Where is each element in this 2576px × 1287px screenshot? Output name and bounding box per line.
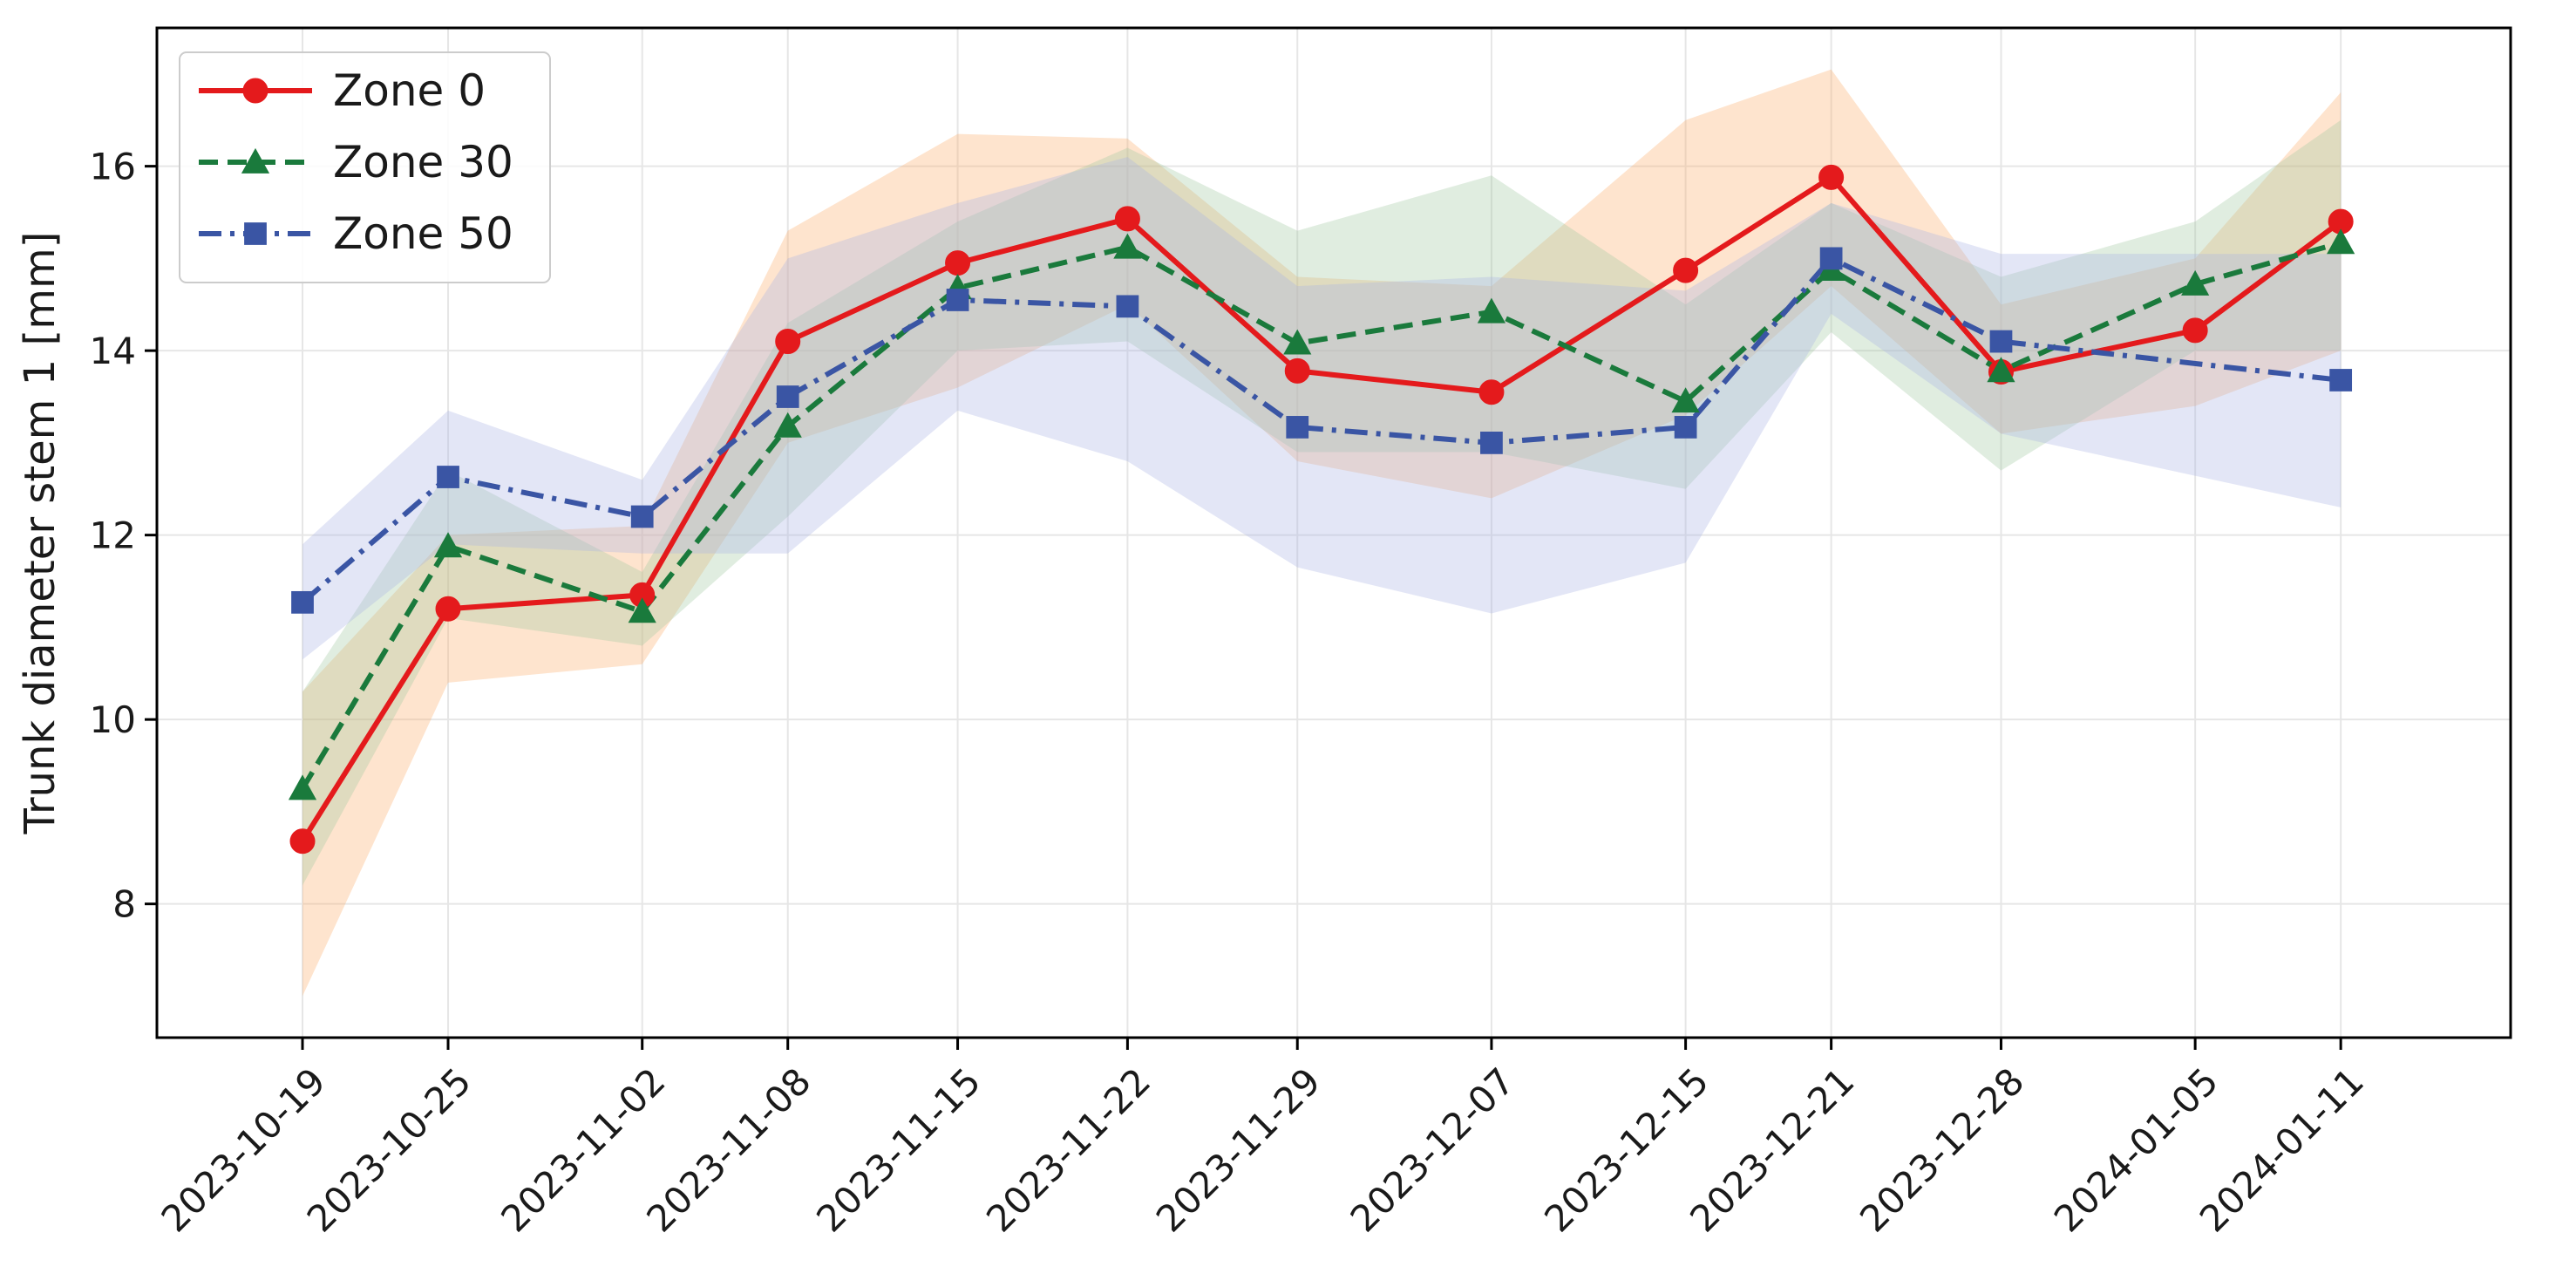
legend: Zone 0 Zone 30 Zone 50 <box>179 51 551 283</box>
data-point-zone-50 <box>1116 295 1139 318</box>
data-point-zone-0 <box>1284 358 1310 384</box>
data-point-zone-50 <box>1286 416 1309 439</box>
legend-label-zone-50: Zone 50 <box>333 208 513 259</box>
data-point-zone-50 <box>2329 369 2353 392</box>
data-point-zone-50 <box>1674 416 1697 439</box>
data-point-zone-30 <box>2181 269 2210 296</box>
data-point-zone-0 <box>2182 317 2208 344</box>
data-point-zone-0 <box>289 828 316 855</box>
plot-frame <box>155 26 2512 1039</box>
data-point-zone-50 <box>1819 247 1843 270</box>
data-point-zone-30 <box>433 532 463 558</box>
data-point-zone-0 <box>1114 206 1140 232</box>
data-point-zone-0 <box>1478 379 1505 405</box>
data-point-zone-50 <box>1480 432 1503 454</box>
band-zone-0 <box>302 69 2342 997</box>
x-tick-label: 2023-12-28 <box>1852 1059 2032 1240</box>
data-point-zone-50 <box>630 505 654 528</box>
band-zone-30 <box>302 119 2342 886</box>
x-tick-label: 2023-11-29 <box>1148 1059 1329 1240</box>
y-tick-label: 10 <box>90 698 136 741</box>
x-tick-label: 2023-12-07 <box>1342 1059 1523 1240</box>
data-point-zone-0 <box>1673 257 1699 283</box>
data-point-zone-30 <box>2327 228 2355 255</box>
data-point-zone-50 <box>776 385 799 408</box>
data-point-zone-30 <box>1113 233 1142 259</box>
data-point-zone-50 <box>946 289 969 311</box>
data-point-zone-30 <box>773 412 802 438</box>
legend-marker-zone-50 <box>244 222 267 245</box>
data-point-zone-50 <box>437 466 459 488</box>
data-point-zone-0 <box>945 250 971 276</box>
data-point-zone-30 <box>288 774 317 800</box>
x-tick-label: 2023-11-15 <box>808 1059 989 1240</box>
data-point-zone-30 <box>1671 387 1700 413</box>
legend-marker-zone-30 <box>241 147 270 174</box>
y-axis-label: Trunk diameter stem 1 [mm] <box>16 232 65 835</box>
data-point-zone-50 <box>291 590 314 614</box>
legend-marker-zone-0 <box>242 78 268 104</box>
y-tick-label: 12 <box>90 514 136 557</box>
data-point-zone-30 <box>1283 329 1312 355</box>
y-tick-label: 8 <box>112 883 136 926</box>
data-point-zone-30 <box>628 597 656 623</box>
data-point-zone-0 <box>435 596 461 622</box>
legend-label-zone-30: Zone 30 <box>333 137 513 187</box>
y-tick-label: 14 <box>90 330 136 372</box>
legend-box <box>179 51 551 283</box>
data-point-zone-0 <box>1818 164 1845 190</box>
series-line-zone-50 <box>301 255 2342 605</box>
legend-label-zone-0: Zone 0 <box>333 65 486 116</box>
data-point-zone-30 <box>1987 357 2015 383</box>
x-tick-label: 2023-11-22 <box>978 1059 1159 1240</box>
data-point-zone-50 <box>1989 330 2013 353</box>
band-zone-50 <box>302 157 2342 660</box>
data-point-zone-0 <box>775 329 801 355</box>
data-point-zone-30 <box>1477 297 1506 323</box>
y-tick-label: 16 <box>90 146 136 188</box>
